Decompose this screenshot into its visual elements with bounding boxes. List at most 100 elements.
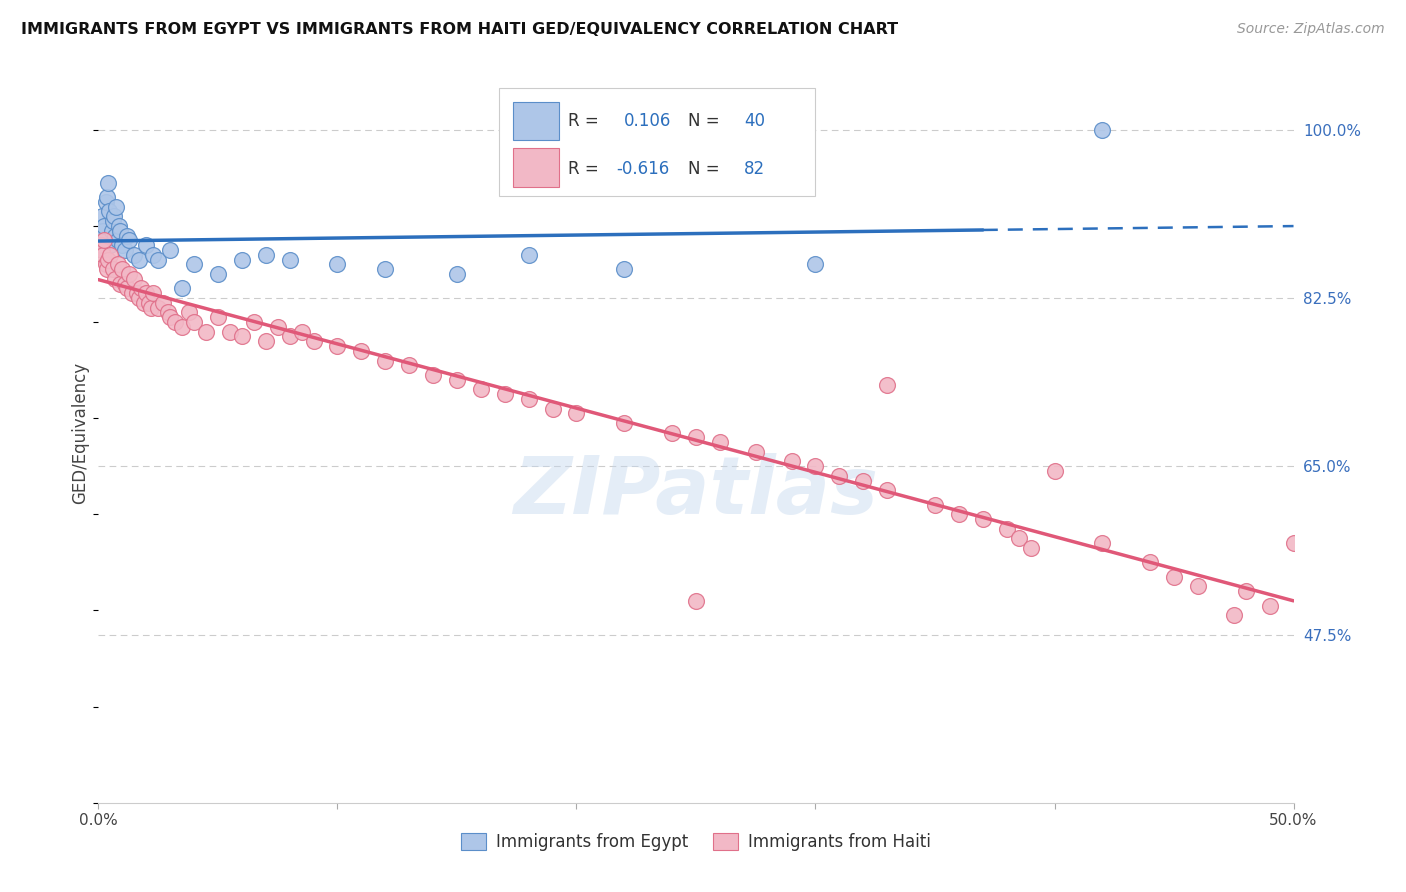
- Point: [104, 228, 127, 243]
- Point: [94, 194, 117, 209]
- Text: R =: R =: [568, 160, 599, 178]
- Point: [96, 262, 118, 277]
- Point: [148, 301, 170, 315]
- Point: [91, 248, 114, 262]
- Point: [125, 286, 148, 301]
- Point: [267, 319, 290, 334]
- Point: [139, 301, 162, 315]
- Text: Source: ZipAtlas.com: Source: ZipAtlas.com: [1237, 22, 1385, 37]
- Text: N =: N =: [688, 112, 720, 130]
- Point: [613, 416, 636, 430]
- Point: [135, 286, 157, 301]
- Point: [278, 329, 301, 343]
- Point: [422, 368, 444, 382]
- Point: [124, 272, 146, 286]
- Point: [142, 286, 165, 301]
- Point: [107, 219, 129, 233]
- Y-axis label: GED/Equivalency: GED/Equivalency: [70, 361, 89, 504]
- Point: [105, 200, 128, 214]
- Point: [121, 286, 143, 301]
- Point: [91, 209, 114, 223]
- Text: IMMIGRANTS FROM EGYPT VS IMMIGRANTS FROM HAITI GED/EQUIVALENCY CORRELATION CHART: IMMIGRANTS FROM EGYPT VS IMMIGRANTS FROM…: [21, 22, 898, 37]
- Text: ZIPatlas: ZIPatlas: [513, 453, 879, 531]
- Point: [183, 257, 205, 271]
- Point: [254, 248, 277, 262]
- Point: [108, 224, 131, 238]
- Point: [254, 334, 277, 349]
- Point: [541, 401, 564, 416]
- Point: [1163, 570, 1185, 584]
- Point: [1019, 541, 1042, 555]
- Point: [159, 310, 181, 325]
- Point: [156, 305, 179, 319]
- Bar: [513, 102, 558, 140]
- Point: [995, 522, 1018, 536]
- Point: [111, 262, 134, 277]
- Point: [446, 267, 468, 281]
- Point: [152, 295, 174, 310]
- Point: [1043, 464, 1066, 478]
- Point: [172, 319, 194, 334]
- Point: [93, 219, 115, 233]
- Point: [924, 498, 946, 512]
- Point: [948, 508, 970, 522]
- Point: [1008, 532, 1031, 546]
- Point: [1234, 584, 1257, 599]
- Point: [207, 310, 229, 325]
- Point: [195, 325, 218, 339]
- Point: [374, 353, 396, 368]
- Text: 0.106: 0.106: [624, 112, 672, 130]
- Point: [685, 430, 707, 444]
- Text: -0.616: -0.616: [616, 160, 669, 178]
- Point: [231, 252, 253, 267]
- Point: [114, 243, 136, 257]
- Point: [350, 343, 373, 358]
- Point: [135, 238, 157, 252]
- Point: [115, 228, 138, 243]
- Point: [90, 238, 112, 252]
- Point: [876, 377, 898, 392]
- Point: [326, 257, 349, 271]
- Point: [278, 252, 301, 267]
- Point: [1187, 579, 1209, 593]
- Point: [709, 435, 731, 450]
- Point: [1091, 536, 1114, 550]
- Point: [1139, 556, 1161, 570]
- Point: [114, 277, 136, 291]
- Text: 40: 40: [744, 112, 765, 130]
- Point: [131, 281, 153, 295]
- Point: [132, 295, 155, 310]
- FancyBboxPatch shape: [499, 88, 815, 195]
- Point: [97, 252, 120, 267]
- Point: [219, 325, 242, 339]
- Point: [243, 315, 266, 329]
- Text: N =: N =: [688, 160, 720, 178]
- Point: [1091, 122, 1114, 136]
- Point: [494, 387, 516, 401]
- Text: R =: R =: [568, 112, 605, 130]
- Point: [91, 224, 114, 238]
- Point: [661, 425, 683, 440]
- Point: [780, 454, 803, 468]
- Point: [107, 257, 129, 271]
- Point: [101, 262, 124, 277]
- Point: [91, 243, 114, 257]
- Point: [828, 469, 851, 483]
- Point: [804, 257, 827, 271]
- Point: [302, 334, 325, 349]
- Point: [96, 190, 118, 204]
- Point: [98, 238, 122, 252]
- Point: [97, 176, 120, 190]
- Point: [374, 262, 396, 277]
- Point: [613, 262, 636, 277]
- Point: [470, 382, 492, 396]
- Point: [745, 445, 768, 459]
- Point: [107, 233, 129, 247]
- Point: [398, 359, 420, 373]
- Text: 82: 82: [744, 160, 765, 178]
- Point: [326, 339, 349, 353]
- Point: [446, 373, 468, 387]
- Legend: Immigrants from Egypt, Immigrants from Haiti: Immigrants from Egypt, Immigrants from H…: [454, 826, 938, 857]
- Point: [100, 224, 122, 238]
- Point: [101, 214, 124, 228]
